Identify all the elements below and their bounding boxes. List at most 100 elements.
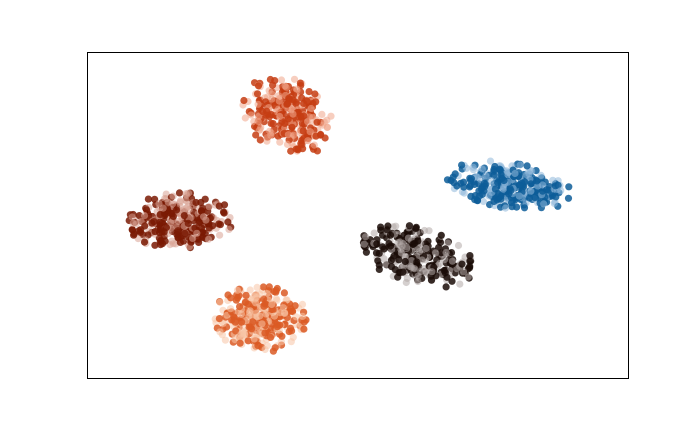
cluster-black — [359, 222, 475, 291]
data-point — [539, 181, 547, 189]
data-point — [289, 333, 297, 341]
data-point — [311, 90, 319, 98]
data-point — [540, 200, 548, 208]
data-point — [130, 231, 138, 239]
data-point — [180, 212, 188, 220]
data-point — [380, 255, 388, 263]
data-point — [290, 75, 299, 83]
data-point — [237, 330, 245, 338]
data-point — [497, 170, 505, 178]
data-point — [136, 228, 144, 236]
data-point — [168, 237, 176, 245]
data-point — [176, 198, 184, 206]
data-point — [456, 280, 464, 288]
data-point — [401, 257, 409, 266]
data-point — [523, 162, 531, 170]
data-point — [224, 218, 232, 226]
data-point — [261, 300, 269, 308]
data-point — [199, 233, 207, 242]
data-point — [480, 179, 488, 187]
data-point — [231, 318, 239, 326]
data-point — [415, 248, 424, 256]
data-point — [305, 88, 313, 96]
data-point — [281, 82, 289, 90]
data-point — [278, 332, 286, 340]
data-point — [256, 290, 264, 298]
data-point — [511, 169, 519, 178]
data-point — [442, 283, 450, 291]
data-point — [182, 196, 190, 204]
data-point — [204, 235, 213, 243]
data-point — [216, 231, 224, 239]
data-point — [420, 226, 429, 235]
data-point — [263, 107, 271, 115]
data-point — [254, 82, 263, 90]
data-point — [312, 98, 320, 106]
data-point — [197, 224, 206, 232]
data-point — [254, 117, 262, 125]
data-point — [232, 327, 240, 335]
data-point — [469, 163, 477, 171]
data-point — [299, 312, 307, 320]
data-point — [247, 111, 255, 119]
data-point — [142, 206, 151, 214]
data-point — [273, 296, 281, 304]
data-point — [373, 240, 381, 248]
data-point — [150, 218, 158, 226]
data-point — [168, 209, 176, 217]
data-point — [473, 196, 481, 204]
data-point — [479, 197, 488, 206]
data-point — [428, 268, 436, 276]
data-point — [491, 185, 499, 193]
data-point — [252, 131, 260, 139]
data-point — [244, 300, 252, 308]
data-point — [527, 187, 535, 195]
data-point — [487, 176, 495, 185]
data-point — [380, 245, 388, 253]
data-point — [494, 178, 502, 187]
data-point — [225, 225, 233, 233]
data-point — [304, 118, 312, 126]
data-point — [184, 219, 192, 227]
data-point — [265, 283, 273, 291]
data-point — [268, 95, 276, 103]
data-point — [441, 256, 449, 264]
data-point — [413, 258, 421, 266]
data-point — [458, 260, 466, 268]
cluster-orange-red — [239, 75, 335, 155]
data-point — [398, 242, 406, 250]
cluster-dark-red — [125, 189, 235, 252]
data-point — [246, 286, 254, 294]
data-point — [216, 328, 224, 336]
data-point — [362, 248, 370, 256]
data-point — [280, 289, 288, 297]
data-point — [531, 193, 539, 202]
data-point — [254, 100, 262, 108]
data-point — [387, 242, 395, 250]
data-point — [251, 295, 259, 303]
data-point — [135, 212, 143, 220]
data-point — [254, 341, 262, 349]
plot-area-frame — [87, 52, 629, 379]
data-point — [284, 131, 292, 139]
data-point — [372, 249, 381, 257]
data-point — [185, 205, 193, 213]
data-point — [161, 237, 169, 245]
data-point — [502, 167, 510, 175]
data-point — [169, 192, 177, 200]
data-point — [412, 224, 420, 233]
data-point — [486, 157, 495, 165]
data-point — [399, 268, 407, 276]
data-point — [293, 85, 301, 93]
data-point — [289, 110, 297, 118]
data-point — [448, 277, 456, 285]
data-point — [300, 99, 308, 107]
data-point — [189, 234, 197, 242]
data-point — [516, 161, 524, 169]
data-point — [537, 171, 545, 179]
data-point — [248, 325, 256, 333]
data-point — [215, 315, 223, 323]
data-point — [290, 131, 298, 139]
data-point — [236, 303, 244, 311]
data-point — [316, 131, 325, 139]
